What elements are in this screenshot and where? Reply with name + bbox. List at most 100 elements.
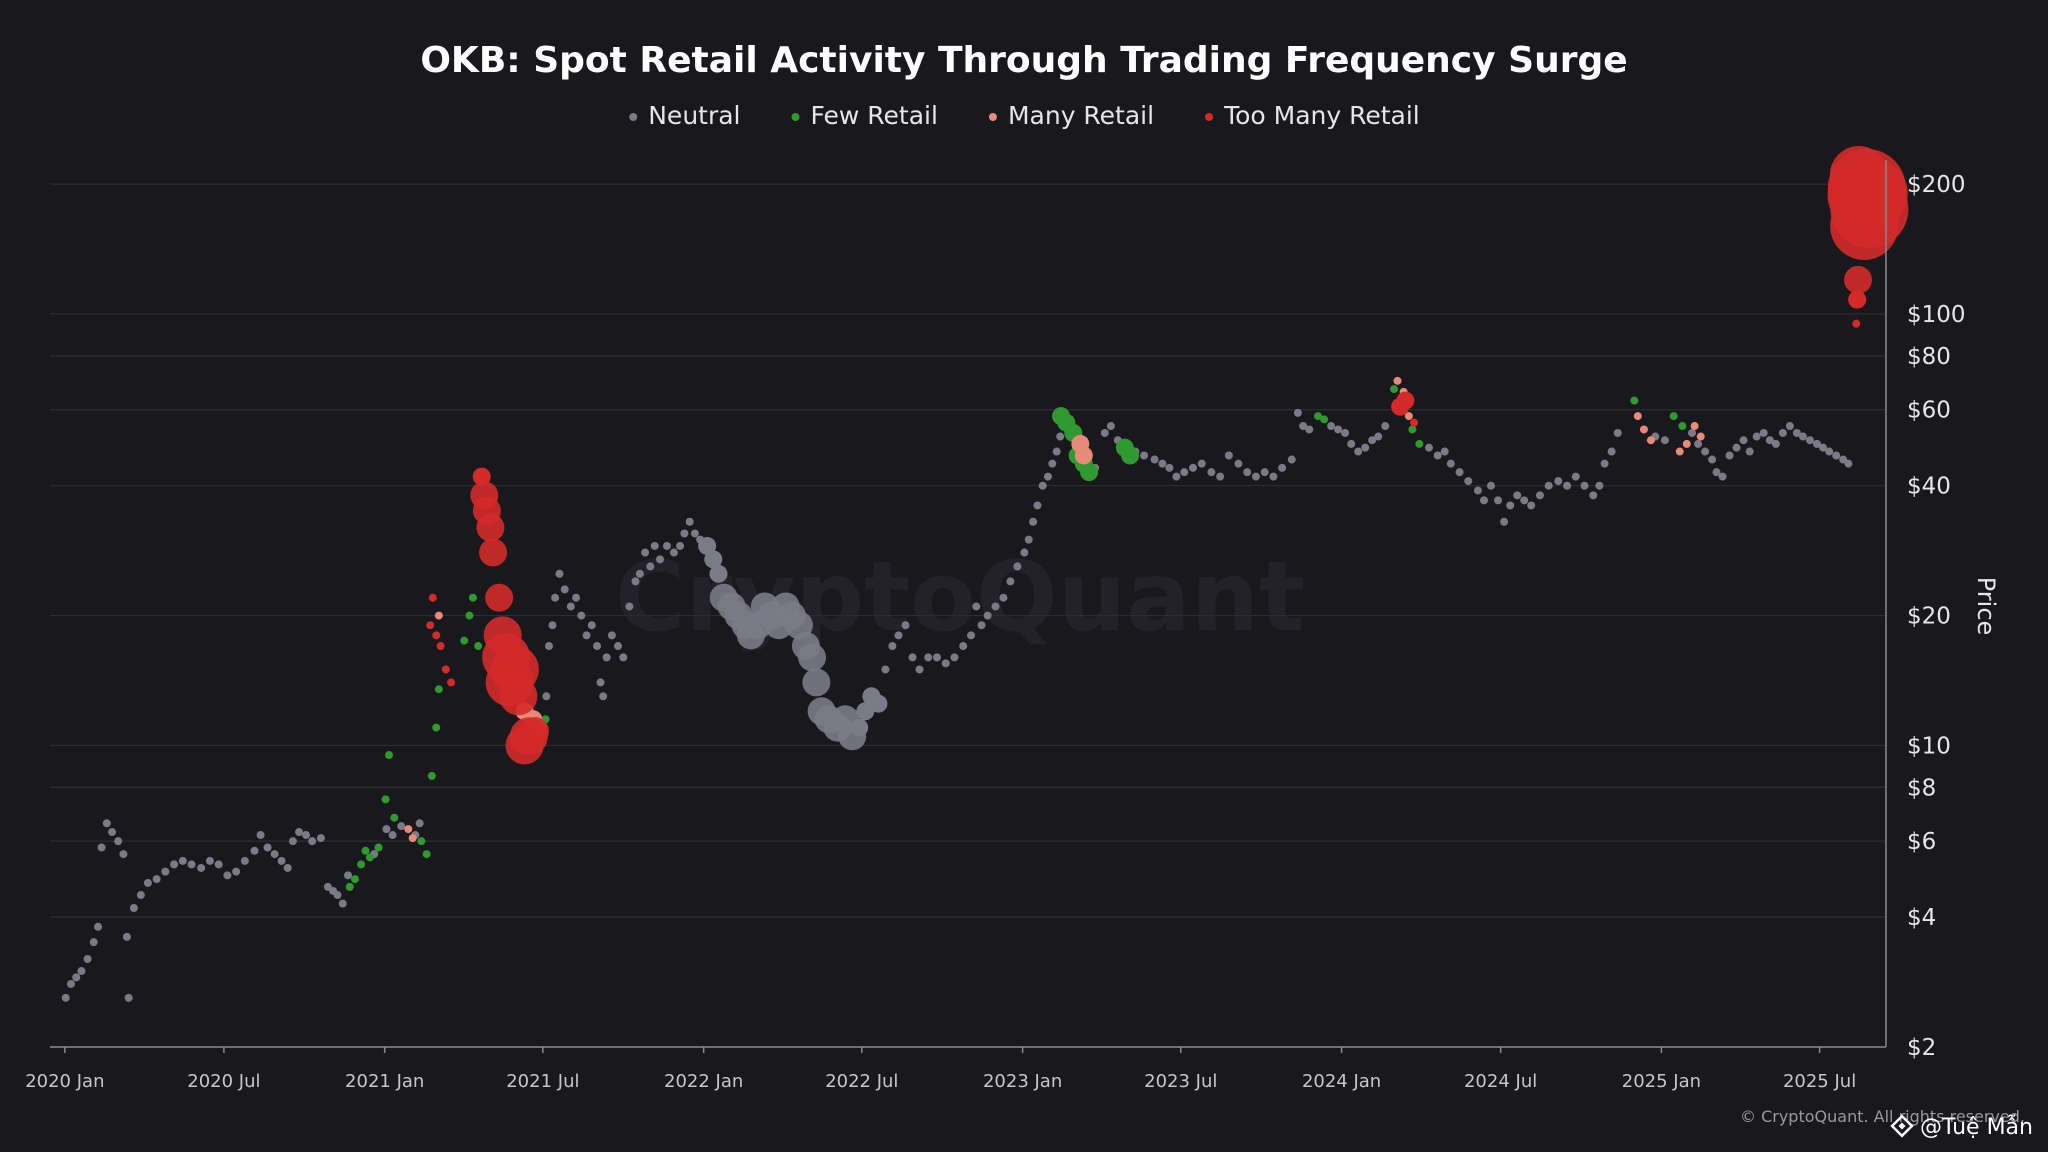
data-point [1613, 428, 1622, 437]
data-point [432, 631, 441, 640]
data-point [1260, 468, 1269, 477]
data-point [152, 875, 161, 884]
data-point [1404, 412, 1413, 421]
data-point [607, 631, 616, 640]
data-point [277, 856, 286, 865]
data-point [1832, 451, 1841, 460]
data-point [650, 541, 659, 550]
data-point [1682, 439, 1691, 448]
data-point [1487, 481, 1496, 490]
data-point [1158, 459, 1167, 468]
data-point [114, 837, 123, 846]
data-point [388, 831, 397, 840]
data-point [77, 967, 86, 976]
author-credit: @Tuệ Mẫn [1890, 1114, 2033, 1140]
legend-item-few-retail[interactable]: Few Retail [791, 101, 938, 130]
data-point [1180, 468, 1189, 477]
data-point [1535, 491, 1544, 500]
data-point [365, 853, 374, 862]
data-point [599, 692, 608, 701]
data-point [1500, 517, 1509, 526]
data-point [1571, 472, 1580, 481]
data-point [143, 878, 152, 887]
y-tick-label: $80 [1907, 344, 1951, 370]
data-point [205, 856, 214, 865]
data-point [223, 871, 232, 880]
data-point [520, 717, 549, 746]
data-point [544, 642, 553, 651]
data-point [1368, 436, 1377, 445]
data-point [1106, 422, 1115, 431]
legend-item-too-many-retail[interactable]: Too Many Retail [1205, 101, 1420, 130]
legend-marker [791, 113, 800, 121]
data-point [619, 653, 628, 662]
data-point [1299, 422, 1308, 431]
legend-item-many-retail[interactable]: Many Retail [988, 101, 1154, 130]
data-point [1396, 391, 1415, 410]
data-point [1660, 436, 1669, 445]
data-point [1433, 451, 1442, 460]
data-point [1033, 501, 1042, 510]
data-point [560, 585, 569, 594]
data-point [1269, 472, 1278, 481]
data-point [1554, 477, 1563, 486]
data-point [1020, 548, 1029, 557]
data-point [460, 636, 469, 645]
y-tick-label: $200 [1907, 172, 1966, 198]
data-point [915, 665, 924, 674]
data-point [1278, 463, 1287, 472]
axes [50, 160, 1887, 1048]
data-point [1305, 425, 1314, 434]
data-point [1052, 447, 1061, 456]
data-point [555, 569, 564, 578]
data-point [1696, 432, 1705, 441]
data-point [1785, 422, 1794, 431]
legend-label: Many Retail [1008, 101, 1154, 130]
data-point [1197, 459, 1206, 468]
data-point [361, 846, 370, 855]
x-tick-label: 2025 Jul [1783, 1071, 1856, 1092]
legend-label: Few Retail [811, 101, 938, 130]
data-point [582, 631, 591, 640]
data-point [1494, 496, 1503, 505]
data-point [1752, 432, 1761, 441]
y-tick-label: $20 [1907, 604, 1951, 630]
data-point [888, 642, 897, 651]
data-point [1725, 451, 1734, 460]
data-point [1633, 412, 1642, 421]
data-point [136, 891, 145, 900]
data-point [690, 529, 699, 538]
data-point [417, 837, 426, 846]
data-point [1701, 447, 1710, 456]
x-axis: 2020 Jan 2020 Jul 2021 Jan 2021 Jul 2022 Jan… [25, 1047, 1856, 1092]
x-tick-label: 2022 Jul [825, 1071, 898, 1092]
data-point [232, 867, 241, 876]
data-point [1464, 477, 1473, 486]
data-point [1712, 468, 1721, 477]
data-point [1100, 428, 1109, 437]
data-point [357, 860, 366, 869]
data-point [959, 642, 968, 651]
data-point [1446, 459, 1455, 468]
data-point [999, 593, 1008, 602]
data-point [102, 819, 111, 828]
data-point [129, 903, 138, 912]
data-point [1544, 481, 1553, 490]
x-tick-label: 2022 Jan [664, 1071, 743, 1092]
data-point [1327, 422, 1336, 431]
data-point [850, 718, 869, 737]
data-point [798, 643, 827, 672]
data-point [1520, 496, 1529, 505]
data-point [1121, 446, 1140, 465]
data-point [374, 843, 383, 852]
data-point [170, 860, 179, 869]
data-point [1006, 577, 1015, 586]
legend-label: Neutral [648, 101, 740, 130]
legend-item-neutral[interactable]: Neutral [629, 101, 741, 130]
data-point [1805, 436, 1814, 445]
data-point [991, 602, 1000, 611]
data-point [704, 550, 723, 569]
data-point [1165, 463, 1174, 472]
data-point [1792, 428, 1801, 437]
data-point [1848, 290, 1867, 309]
